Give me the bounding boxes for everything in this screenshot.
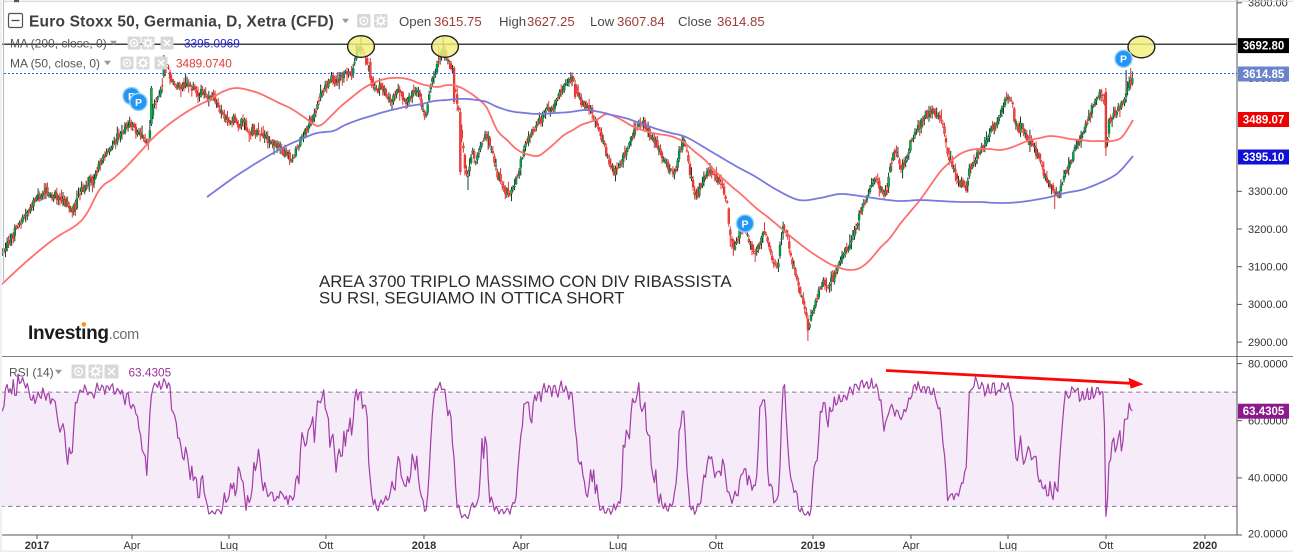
svg-text:3200.00: 3200.00 <box>1248 224 1288 236</box>
svg-text:Lug: Lug <box>999 540 1017 552</box>
svg-text:2020: 2020 <box>1193 540 1217 552</box>
svg-text:2017: 2017 <box>25 540 49 552</box>
svg-text:Apr: Apr <box>123 540 140 552</box>
svg-text:3300.00: 3300.00 <box>1248 186 1288 198</box>
svg-text:3614.85: 3614.85 <box>717 14 765 29</box>
svg-text:SU RSI, SEGUIAMO IN OTTICA SHO: SU RSI, SEGUIAMO IN OTTICA SHORT <box>319 289 625 308</box>
svg-text:20.0000: 20.0000 <box>1248 529 1288 541</box>
svg-text:High: High <box>499 14 526 29</box>
svg-text:Open: Open <box>399 14 431 29</box>
svg-text:3100.00: 3100.00 <box>1248 262 1288 274</box>
svg-text:Ott: Ott <box>319 540 334 552</box>
svg-text:2019: 2019 <box>801 540 825 552</box>
svg-text:MA (200, close, 0): MA (200, close, 0) <box>10 37 107 51</box>
svg-text:P: P <box>1120 54 1127 66</box>
svg-text:2900.00: 2900.00 <box>1248 337 1288 349</box>
svg-text:Low: Low <box>590 14 615 29</box>
svg-text:Euro Stoxx 50, Germania, D, Xe: Euro Stoxx 50, Germania, D, Xetra (CFD) <box>29 14 334 31</box>
svg-text:3489.0740: 3489.0740 <box>176 57 232 71</box>
svg-text:P: P <box>135 97 142 109</box>
svg-text:3627.25: 3627.25 <box>527 14 575 29</box>
svg-text:MA (50, close, 0): MA (50, close, 0) <box>10 57 100 71</box>
svg-text:3614.85: 3614.85 <box>1243 69 1285 81</box>
svg-text:Ott: Ott <box>1099 540 1114 552</box>
svg-text:Apr: Apr <box>512 540 529 552</box>
svg-text:Lug: Lug <box>609 540 627 552</box>
svg-text:3489.07: 3489.07 <box>1243 115 1285 127</box>
svg-text:Close: Close <box>678 14 712 29</box>
svg-text:P: P <box>741 218 748 230</box>
svg-text:3000.00: 3000.00 <box>1248 299 1288 311</box>
svg-text:3395.0969: 3395.0969 <box>184 37 240 51</box>
svg-text:40.0000: 40.0000 <box>1248 473 1288 485</box>
svg-text:3395.10: 3395.10 <box>1243 152 1285 164</box>
svg-text:80.0000: 80.0000 <box>1248 358 1288 370</box>
svg-text:3615.75: 3615.75 <box>434 14 482 29</box>
svg-text:63.4305: 63.4305 <box>1243 406 1285 418</box>
svg-text:3692.80: 3692.80 <box>1243 41 1285 53</box>
svg-text:2018: 2018 <box>412 540 436 552</box>
svg-text:Ott: Ott <box>709 540 724 552</box>
svg-text:RSI (14): RSI (14) <box>9 366 54 380</box>
svg-text:Apr: Apr <box>902 540 919 552</box>
svg-text:3607.84: 3607.84 <box>617 14 665 29</box>
svg-text:Lug: Lug <box>220 540 238 552</box>
svg-text:63.4305: 63.4305 <box>129 366 172 380</box>
